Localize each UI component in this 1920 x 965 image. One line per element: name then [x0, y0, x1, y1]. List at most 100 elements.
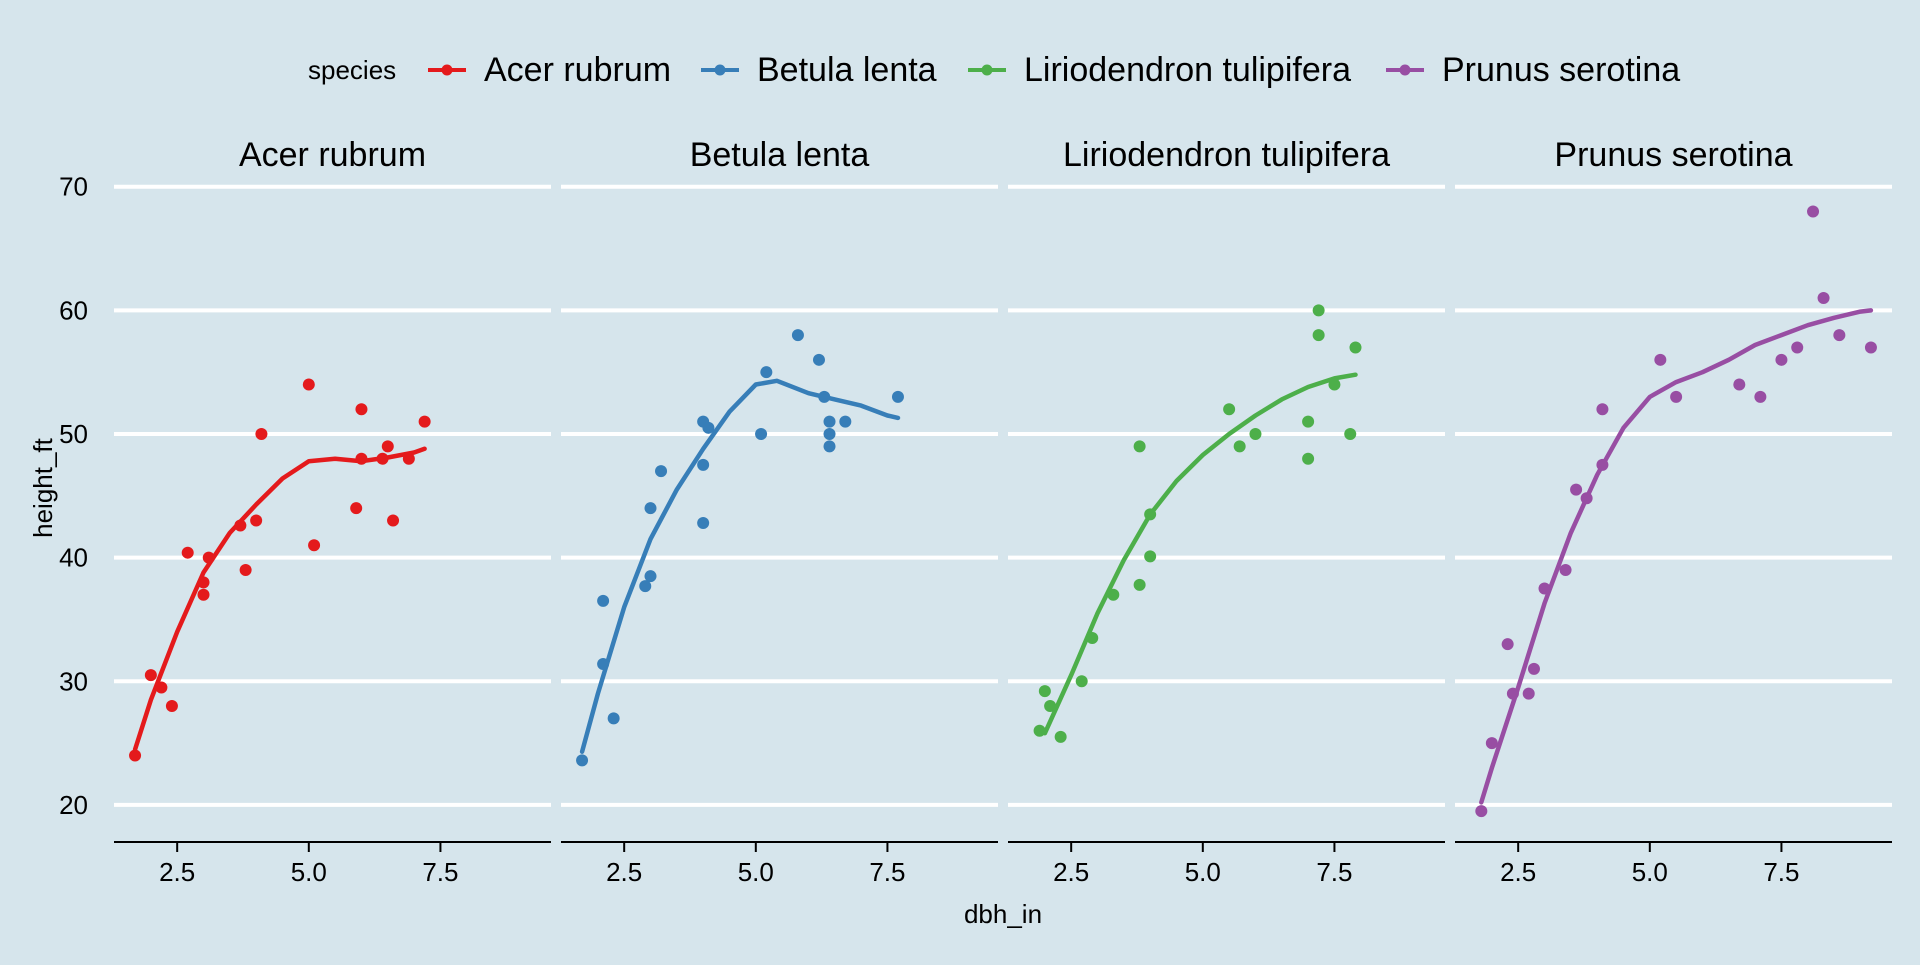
data-point — [1033, 724, 1046, 737]
x-tick-label: 2.5 — [159, 857, 195, 887]
data-point — [1349, 341, 1362, 354]
smooth-line-liriodendron-tulipifera — [1042, 372, 1358, 736]
legend-label: Liriodendron tulipifera — [1024, 51, 1351, 89]
data-point — [697, 517, 710, 530]
data-point — [1075, 675, 1088, 688]
data-point — [1107, 588, 1120, 601]
facet-strip-title: Prunus serotina — [1554, 136, 1792, 174]
legend-entry-prunus-serotina: Prunus serotina — [1386, 51, 1680, 89]
legend-key-point — [714, 64, 726, 76]
y-tick-label: 20 — [59, 790, 88, 820]
data-point — [1249, 428, 1262, 440]
data-point — [418, 415, 431, 428]
points-acer-rubrum — [129, 378, 431, 762]
data-point — [823, 428, 836, 440]
data-point — [702, 421, 715, 434]
gridlines — [561, 184, 998, 807]
data-point — [1233, 440, 1246, 453]
y-tick-label: 30 — [59, 666, 88, 696]
data-point — [355, 403, 368, 416]
legend-label: Betula lenta — [757, 51, 937, 89]
data-point — [1596, 458, 1609, 471]
y-tick-label: 60 — [59, 295, 88, 325]
data-point — [1522, 687, 1535, 700]
data-point — [644, 570, 657, 583]
facet-panels: Acer rubrum 2.5 5.0 7.5 Betula lenta 2.5 5.0 7.… — [59, 136, 1892, 887]
x-tick-label: 5.0 — [1632, 857, 1668, 887]
data-point — [129, 749, 142, 762]
facet-panel-acer-rubrum: Acer rubrum 2.5 5.0 7.5 — [114, 136, 551, 887]
data-point — [1596, 403, 1609, 416]
data-point — [639, 580, 652, 593]
data-point — [755, 428, 768, 440]
data-point — [255, 428, 268, 440]
facet-strip-title: Liriodendron tulipifera — [1063, 136, 1390, 174]
points-betula-lenta — [576, 329, 904, 767]
x-tick-label: 7.5 — [422, 857, 458, 887]
y-tick-label: 40 — [59, 543, 88, 573]
data-point — [350, 502, 363, 515]
data-point — [387, 514, 400, 527]
points-prunus-serotina — [1475, 205, 1877, 818]
data-point — [1133, 440, 1146, 453]
smooth-line-betula-lenta — [579, 378, 901, 754]
data-point — [381, 440, 394, 453]
legend-key-point — [981, 64, 993, 76]
data-point — [1864, 341, 1877, 354]
x-tick-label: 5.0 — [738, 857, 774, 887]
gridlines — [114, 184, 551, 807]
data-point — [1506, 687, 1519, 700]
data-point — [1086, 632, 1099, 644]
data-point — [1833, 329, 1846, 342]
x-tick-label: 2.5 — [1053, 857, 1089, 887]
data-point — [1302, 452, 1315, 465]
data-point — [597, 594, 610, 607]
data-point — [1144, 550, 1157, 563]
legend-key-point — [1399, 64, 1411, 76]
data-point — [576, 754, 589, 767]
data-point — [197, 576, 210, 589]
data-point — [1302, 415, 1315, 428]
data-point — [1733, 378, 1746, 391]
data-point — [1485, 737, 1498, 750]
x-tick-label: 2.5 — [1500, 857, 1536, 887]
data-point — [197, 588, 210, 601]
data-point — [1133, 578, 1146, 591]
smooth-line-prunus-serotina — [1479, 308, 1874, 805]
points-liriodendron-tulipifera — [1033, 304, 1362, 743]
x-tick-label: 7.5 — [1316, 857, 1352, 887]
x-axis-label: dbh_in — [964, 899, 1042, 929]
data-point — [181, 546, 194, 559]
legend-key-point — [441, 64, 453, 76]
y-tick-label: 50 — [59, 419, 88, 449]
data-point — [891, 390, 904, 403]
x-tick-label: 5.0 — [291, 857, 327, 887]
legend-label: Acer rubrum — [484, 51, 671, 89]
data-point — [823, 415, 836, 428]
x-tick-label: 7.5 — [1763, 857, 1799, 887]
x-tick-label: 2.5 — [606, 857, 642, 887]
legend-title: species — [308, 55, 396, 85]
x-tick-label: 5.0 — [1185, 857, 1221, 887]
data-point — [376, 452, 389, 465]
data-point — [1670, 390, 1683, 403]
data-point — [1344, 428, 1357, 440]
data-point — [1312, 329, 1325, 342]
gridlines — [1008, 184, 1445, 807]
data-point — [812, 353, 825, 366]
data-point — [355, 452, 368, 465]
facet-panel-liriodendron-tulipifera: Liriodendron tulipifera 2.5 5.0 7.5 — [1008, 136, 1445, 887]
data-point — [839, 415, 852, 428]
data-point — [1038, 685, 1051, 698]
y-axis-label: height_ft — [28, 437, 58, 538]
data-point — [1559, 564, 1572, 576]
data-point — [202, 551, 215, 564]
legend: species Acer rubrum Betula lenta Liriodend… — [308, 51, 1680, 89]
data-point — [308, 539, 321, 552]
data-point — [644, 502, 657, 515]
legend-label: Prunus serotina — [1442, 51, 1680, 89]
gridlines — [1455, 184, 1892, 807]
data-point — [1475, 805, 1488, 818]
